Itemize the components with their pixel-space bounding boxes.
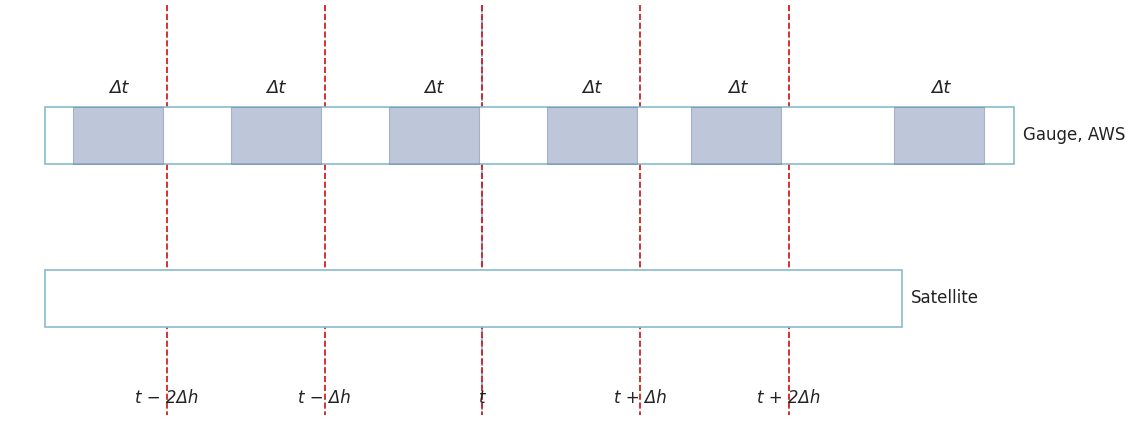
Bar [894, 107, 984, 164]
Bar [45, 107, 1014, 164]
Text: Δt: Δt [266, 79, 286, 97]
Bar [547, 107, 637, 164]
Text: t − 2Δh: t − 2Δh [135, 389, 198, 407]
Bar [73, 107, 163, 164]
Text: t + 2Δh: t + 2Δh [757, 389, 820, 407]
Text: Gauge, AWS: Gauge, AWS [1023, 126, 1126, 144]
Text: t: t [479, 389, 486, 407]
Bar [691, 107, 781, 164]
Text: Δt: Δt [582, 79, 602, 97]
Bar [45, 270, 902, 327]
Text: t + Δh: t + Δh [614, 389, 666, 407]
Text: Δt: Δt [424, 79, 444, 97]
Text: Δt: Δt [108, 79, 128, 97]
Bar [231, 107, 321, 164]
Text: Satellite: Satellite [911, 289, 978, 307]
Text: t − Δh: t − Δh [299, 389, 350, 407]
Text: Δt: Δt [728, 79, 748, 97]
Bar [389, 107, 479, 164]
Text: Δt: Δt [931, 79, 951, 97]
